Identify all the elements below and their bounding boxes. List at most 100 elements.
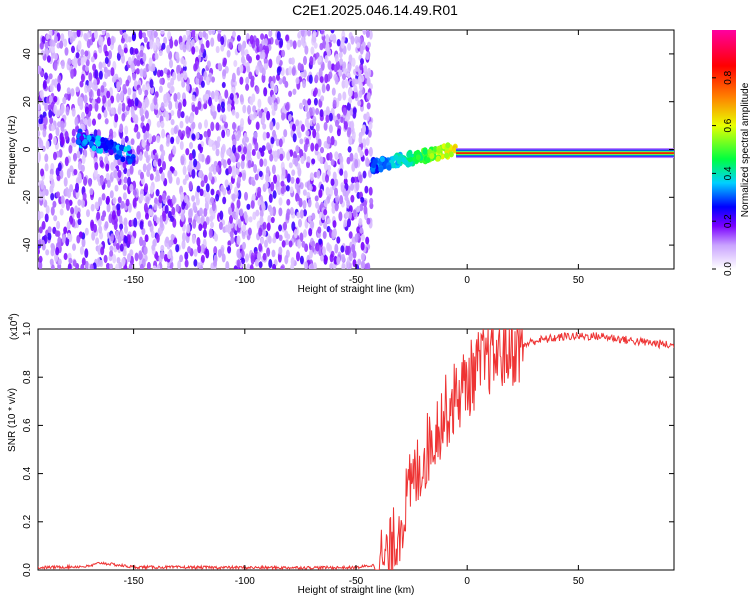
spectrogram-cell <box>175 244 180 253</box>
spectrogram-cell <box>156 120 161 128</box>
spectrogram-cell <box>233 59 238 68</box>
spectrogram-cell <box>295 119 300 127</box>
spectrogram-cell <box>288 114 292 122</box>
spectrogram-cell <box>368 146 373 157</box>
spectrogram-cell <box>191 30 196 39</box>
spectrogram-cell <box>236 199 241 209</box>
spectrogram-cell <box>185 30 190 36</box>
spectrogram-cell <box>56 82 61 92</box>
spectrogram-cell <box>241 229 246 240</box>
spectrogram-cell <box>337 92 342 102</box>
spectrogram-cell <box>339 168 344 176</box>
spectrogram-cell <box>171 194 176 205</box>
spectrogram-cell <box>236 161 241 169</box>
spectrogram-cell <box>222 69 227 77</box>
spectrogram-cell <box>360 241 365 251</box>
spectrogram-cell <box>309 55 314 66</box>
spectrogram-cell <box>242 104 247 114</box>
spectrogram-cell <box>197 143 202 151</box>
spectrogram-cell <box>275 180 280 188</box>
spectrogram-cell <box>278 246 283 256</box>
spectrogram-cell <box>245 136 249 143</box>
spectrogram-cell <box>309 263 314 269</box>
spectrogram-cell <box>79 246 84 255</box>
spectrogram-cell <box>291 221 296 232</box>
spectrogram-cell <box>268 58 273 69</box>
spectrogram-cell <box>94 161 99 171</box>
spectrogram-cell <box>346 245 351 256</box>
spectrogram-cell <box>38 232 41 240</box>
spectrogram-cell <box>325 34 330 44</box>
spectrogram-cell <box>163 67 168 74</box>
spectrogram-cell <box>222 159 227 169</box>
spectrogram-cell <box>361 127 366 136</box>
spectrogram-cell <box>88 72 93 82</box>
spectrogram-cell <box>192 201 197 212</box>
spectrogram-cell <box>220 184 225 193</box>
spectrogram-cell <box>167 30 172 40</box>
spectrogram-cell <box>401 157 407 164</box>
spectrogram-cell <box>251 149 256 156</box>
spectrogram-cell <box>120 37 125 44</box>
spectrogram-cell <box>275 231 280 239</box>
spectrogram-cell <box>358 135 363 145</box>
spectrogram-cell <box>198 122 202 130</box>
spectrogram-cell <box>348 136 353 145</box>
spectrogram-cell <box>146 169 151 178</box>
spectrogram-cell <box>199 188 204 197</box>
spectrogram-cell <box>297 62 302 72</box>
spectrogram-cell <box>170 233 175 241</box>
spectrogram-cell <box>116 256 121 264</box>
spectrogram-cell <box>98 46 103 54</box>
spectrogram-cell <box>397 156 403 163</box>
spectrogram-cell <box>346 199 351 209</box>
spectrogram-cell <box>246 263 251 269</box>
spectrogram-cell <box>368 121 373 130</box>
spectrogram-cell <box>144 96 149 107</box>
spectrogram-cell <box>183 71 188 81</box>
spectrogram-cell <box>281 49 286 58</box>
spectrogram-cell <box>348 54 353 64</box>
spectrogram-cell <box>172 145 177 156</box>
spectrogram-cell <box>365 236 370 245</box>
spectrogram-cell <box>380 156 385 163</box>
y-tick-label: 1.0 <box>22 322 33 336</box>
spectrogram-cell <box>86 85 91 93</box>
spectrogram-cell <box>229 93 234 101</box>
spectrogram-cell <box>100 85 105 93</box>
spectrogram-cell <box>276 186 281 194</box>
spectrogram-cell <box>69 36 74 44</box>
spectrogram-cell <box>115 242 120 250</box>
spectrogram-cell <box>40 70 44 77</box>
spectrogram-cell <box>295 145 300 154</box>
spectrogram-cell <box>194 45 199 53</box>
spectrogram-cell <box>220 35 225 46</box>
spectrogram-cell <box>241 154 246 161</box>
spectrogram-cell <box>129 165 134 175</box>
spectrogram-cell <box>104 156 109 164</box>
spectrogram-cell <box>109 190 114 199</box>
spectrogram-cell <box>267 144 272 151</box>
spectrogram-cell <box>139 263 144 269</box>
spectrogram-cell <box>222 196 227 205</box>
spectrogram-cell <box>302 98 307 106</box>
spectrogram-cell <box>336 236 341 244</box>
spectrogram-cell <box>182 65 187 72</box>
spectrogram-cell <box>334 76 339 85</box>
spectrogram-cell <box>114 154 120 160</box>
spectrogram-cell <box>149 185 154 195</box>
spectrogram-cell <box>362 170 367 179</box>
spectrogram-cell <box>97 113 102 120</box>
spectrogram-cell <box>302 79 307 89</box>
spectrogram-cell <box>147 220 152 227</box>
spectrogram-cell <box>237 130 242 139</box>
spectrogram-cell <box>45 48 50 56</box>
spectrogram-cell <box>39 139 44 149</box>
spectrogram-cell <box>368 30 373 40</box>
spectrogram-cell <box>223 57 227 66</box>
spectrogram-cell <box>271 94 276 101</box>
spectrogram-cell <box>256 151 261 160</box>
spectrogram-cell <box>134 252 139 262</box>
spectrogram-cell <box>140 171 144 180</box>
spectrogram-cell <box>246 53 251 61</box>
